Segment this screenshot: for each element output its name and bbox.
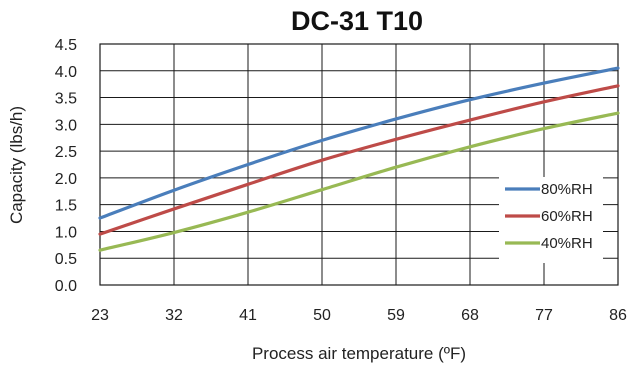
- chart-title: DC-31 T10: [291, 6, 423, 36]
- y-tick-label: 1.0: [55, 224, 77, 241]
- x-tick-label: 77: [535, 307, 553, 324]
- legend-label-60-rh: 60%RH: [541, 208, 593, 225]
- y-tick-label: 2.0: [55, 171, 77, 188]
- x-tick-label: 68: [461, 307, 479, 324]
- x-tick-label: 32: [165, 307, 183, 324]
- y-tick-label: 1.5: [55, 198, 77, 215]
- series-line-80-rh: [98, 66, 620, 220]
- series-line-60-rh: [98, 84, 620, 236]
- y-tick-label: 3.5: [55, 91, 77, 108]
- x-tick-label: 50: [313, 307, 331, 324]
- legend-box: [499, 177, 603, 263]
- y-tick-label: 4.5: [55, 37, 77, 54]
- y-tick-label: 0.5: [55, 251, 77, 268]
- x-tick-label: 86: [609, 307, 627, 324]
- x-tick-label: 23: [91, 307, 109, 324]
- series-lines: [98, 66, 620, 252]
- legend: 80%RH 60%RH 40%RH: [499, 177, 603, 263]
- plot-frame: [99, 43, 619, 286]
- x-axis-label: Process air temperature (ºF): [252, 344, 466, 363]
- legend-label-40-rh: 40%RH: [541, 235, 593, 252]
- x-tick-label: 41: [239, 307, 257, 324]
- x-axis-ticks: 23 32 41 50 59 68 77 86: [91, 307, 627, 324]
- y-tick-label: 2.5: [55, 144, 77, 161]
- y-tick-label: 0.0: [55, 278, 77, 295]
- y-axis-ticks: 0.0 0.5 1.0 1.5 2.0 2.5 3.0 3.5 4.0 4.5: [55, 37, 77, 295]
- x-tick-label: 59: [387, 307, 405, 324]
- series-line-40-rh: [98, 111, 620, 252]
- y-tick-label: 3.0: [55, 117, 77, 134]
- y-tick-label: 4.0: [55, 64, 77, 81]
- y-axis-label: Capacity (lbs/h): [7, 106, 26, 224]
- legend-label-80-rh: 80%RH: [541, 181, 593, 198]
